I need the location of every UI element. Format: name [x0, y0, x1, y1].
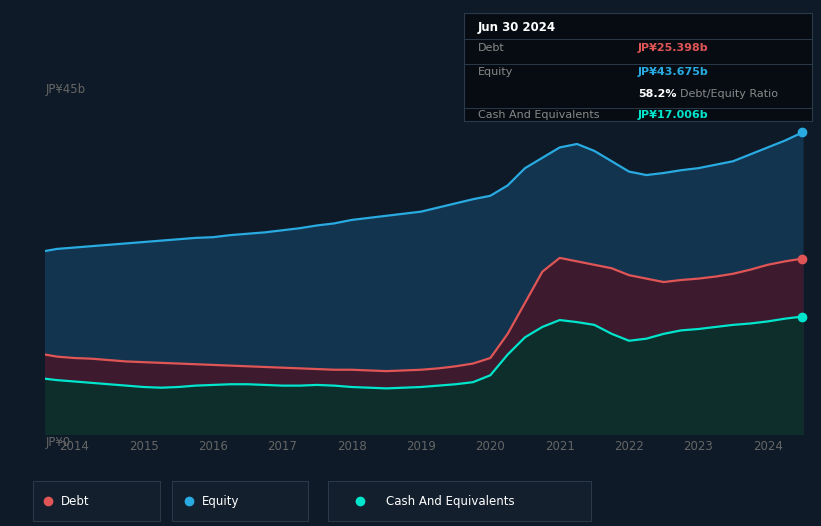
- Text: Equity: Equity: [478, 67, 513, 77]
- Text: JP¥45b: JP¥45b: [45, 83, 85, 96]
- Text: JP¥17.006b: JP¥17.006b: [638, 110, 709, 120]
- Text: Debt/Equity Ratio: Debt/Equity Ratio: [680, 88, 777, 98]
- Text: Equity: Equity: [202, 494, 240, 508]
- Text: JP¥0: JP¥0: [45, 436, 71, 449]
- Text: Jun 30 2024: Jun 30 2024: [478, 21, 556, 34]
- Text: Debt: Debt: [478, 43, 505, 53]
- Text: 58.2%: 58.2%: [638, 88, 677, 98]
- Text: Cash And Equivalents: Cash And Equivalents: [386, 494, 515, 508]
- Text: Cash And Equivalents: Cash And Equivalents: [478, 110, 599, 120]
- Text: JP¥25.398b: JP¥25.398b: [638, 43, 709, 53]
- Text: Debt: Debt: [61, 494, 89, 508]
- Text: JP¥43.675b: JP¥43.675b: [638, 67, 709, 77]
